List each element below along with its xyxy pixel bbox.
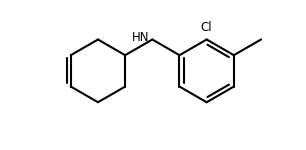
Text: Cl: Cl	[201, 21, 212, 34]
Text: HN: HN	[132, 31, 150, 44]
